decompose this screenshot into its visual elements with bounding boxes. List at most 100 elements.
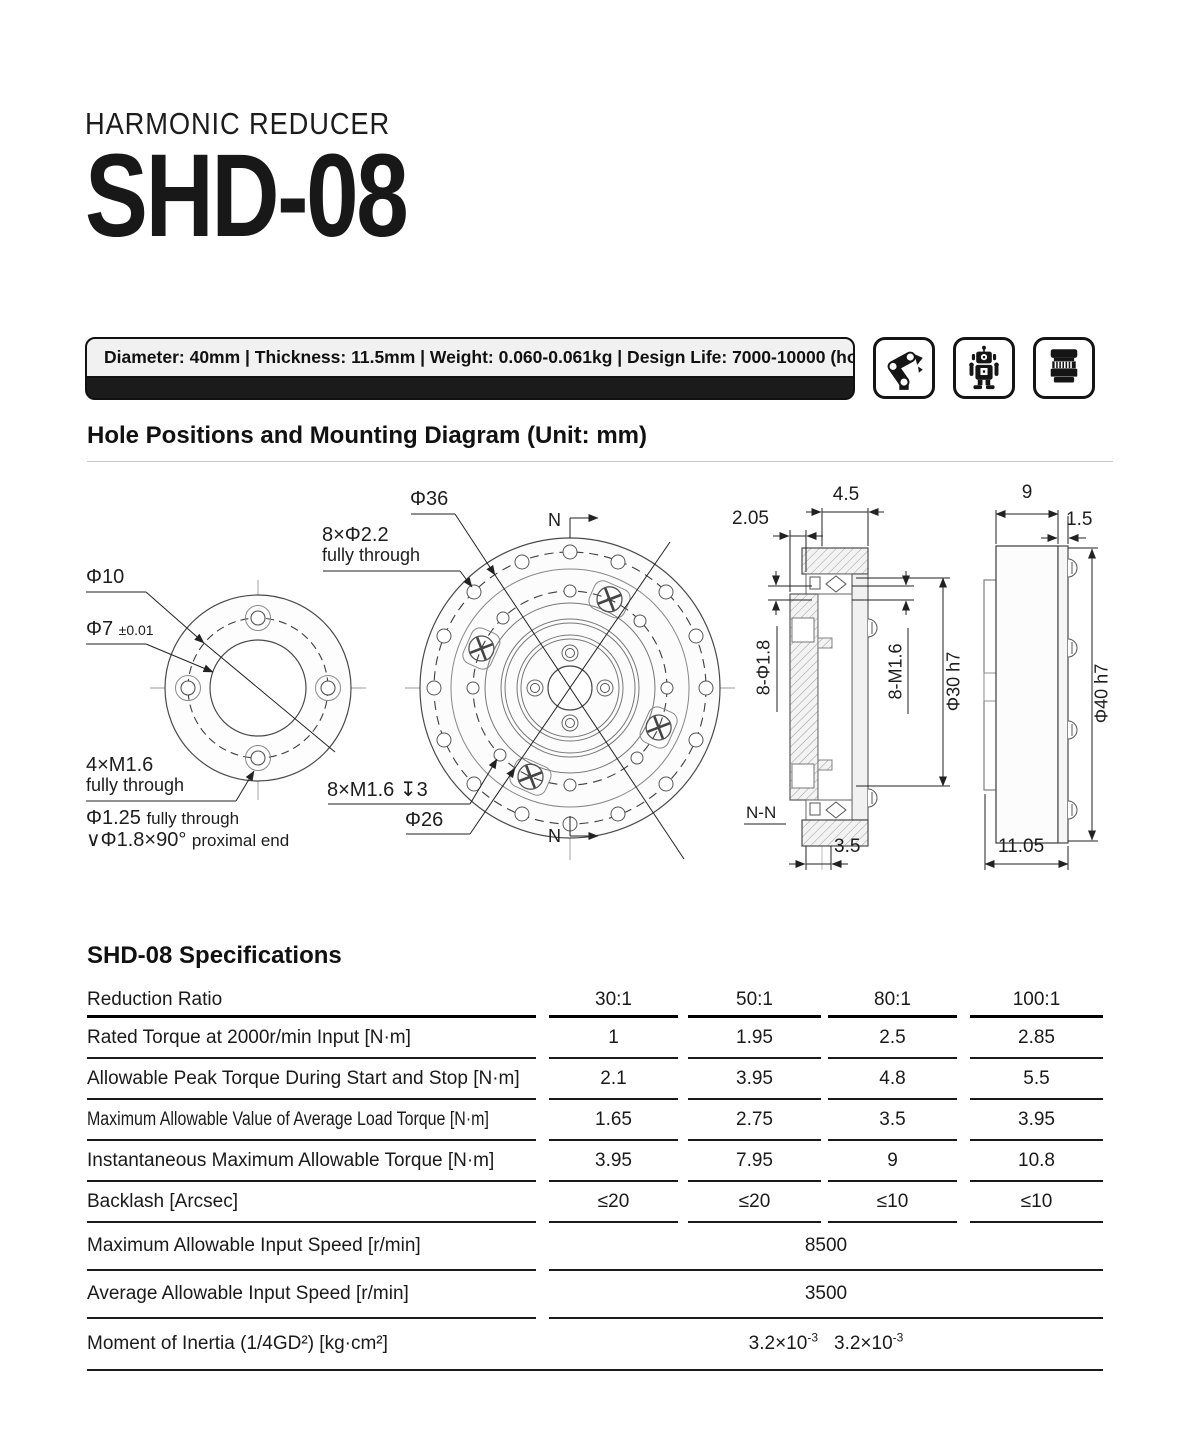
dim-11-05: 11.05 [998, 836, 1045, 857]
dim-8-m16: 8-M1.6 [885, 643, 906, 700]
table-row-avg-load-torque: Maximum Allowable Value of Average Load … [87, 1100, 1103, 1141]
mounting-diagram: Φ10 Φ7 ±0.01 4×M1.6 fully through Φ1.25 … [0, 468, 1200, 908]
dim-phi125: Φ1.25 fully through [86, 807, 239, 829]
inertia-value: 3.2×10-3 [748, 1330, 818, 1355]
diagram-section-title: Hole Positions and Mounting Diagram (Uni… [87, 422, 647, 449]
dim-8xphi22: 8×Φ2.2 fully through [322, 524, 420, 566]
cell: 9 [828, 1141, 957, 1182]
spec-banner-black-bar [87, 378, 853, 398]
dim-phi30h7: Φ30 h7 [943, 651, 964, 712]
dim-phi7: Φ7 ±0.01 [86, 618, 154, 640]
dim-4xm16: 4×M1.6 fully through [86, 754, 184, 796]
inertia-exponent: -3 [892, 1330, 904, 1345]
section-mark-n-bottom: N [548, 826, 561, 846]
table-row-backlash: Backlash [Arcsec] ≤20 ≤20 ≤10 ≤10 [87, 1182, 1103, 1223]
row-label: Instantaneous Maximum Allowable Torque [… [87, 1141, 536, 1182]
cell: 1.65 [549, 1100, 678, 1141]
product-category: HARMONIC REDUCER [85, 106, 391, 141]
dim-phi26: Φ26 [405, 809, 444, 831]
spec-banner-text-strip: Diameter: 40mm | Thickness: 11.5mm | Wei… [87, 339, 853, 378]
cell: 10.8 [970, 1141, 1103, 1182]
inertia-base: 3.2×10 [748, 1333, 808, 1354]
robot-arm-icon [873, 337, 935, 399]
ratio-30: 30:1 [549, 985, 678, 1018]
cell: 5.5 [970, 1059, 1103, 1100]
cell: ≤20 [549, 1182, 678, 1223]
section-mark-n-top: N [548, 510, 561, 530]
cell: 3.5 [828, 1100, 957, 1141]
dim-8xphi22-value: 8×Φ2.2 [322, 524, 389, 546]
cell: 3.95 [549, 1141, 678, 1182]
dim-4xm16-value: 4×M1.6 [86, 754, 154, 776]
row-label: Maximum Allowable Input Speed [r/min] [87, 1223, 536, 1271]
cell: 1 [549, 1018, 678, 1059]
banner-row: Diameter: 40mm | Thickness: 11.5mm | Wei… [85, 337, 1095, 400]
table-header-row: Reduction Ratio 30:1 50:1 80:1 100:1 [87, 985, 1103, 1018]
cell: 2.5 [828, 1018, 957, 1059]
cell-span: 3500 [549, 1271, 1103, 1319]
row-label: Maximum Allowable Value of Average Load … [87, 1100, 536, 1141]
inertia-value: 3.2×10-3 [834, 1330, 904, 1355]
cell: 2.75 [688, 1100, 821, 1141]
row-label: Allowable Peak Torque During Start and S… [87, 1059, 536, 1100]
dim-9: 9 [1021, 482, 1033, 503]
dim-phi125-value: Φ1.25 [86, 807, 141, 829]
robot-icon [953, 337, 1015, 399]
dim-phi40h7: Φ40 h7 [1091, 663, 1112, 724]
row-label: Average Allowable Input Speed [r/min] [87, 1271, 536, 1319]
dim-3-5: 3.5 [834, 836, 861, 857]
dim-phi7-tolerance: ±0.01 [118, 622, 154, 638]
dim-countersink-value: ∨Φ1.8×90° [86, 829, 187, 851]
dim-1-5: 1.5 [1066, 509, 1093, 530]
cell: ≤10 [828, 1182, 957, 1223]
ratio-80: 80:1 [828, 985, 957, 1018]
cell: 1.95 [688, 1018, 821, 1059]
dim-phi125-note: fully through [146, 809, 240, 828]
table-row-max-input-speed: Maximum Allowable Input Speed [r/min] 85… [87, 1223, 1103, 1271]
dim-8xphi22-note: fully through [322, 545, 421, 565]
cell: 3.95 [688, 1059, 821, 1100]
cell: 4.8 [828, 1059, 957, 1100]
dim-8-phi18: 8-Φ1.8 [753, 639, 774, 696]
dim-4xm16-note: fully through [86, 775, 185, 795]
row-label: Moment of Inertia (1/4GD²) [kg·cm²] [87, 1333, 388, 1354]
row-label: Rated Torque at 2000r/min Input [N·m] [87, 1018, 536, 1059]
dim-countersink: ∨Φ1.8×90° proximal end [86, 829, 289, 851]
table-row-avg-input-speed: Average Allowable Input Speed [r/min] 35… [87, 1271, 1103, 1319]
specs-section-title: SHD-08 Specifications [87, 942, 342, 969]
dim-phi36: Φ36 [410, 488, 449, 510]
specs-table: Reduction Ratio 30:1 50:1 80:1 100:1 Rat… [87, 985, 1103, 1371]
cell: ≤10 [970, 1182, 1103, 1223]
row-label: Backlash [Arcsec] [87, 1182, 536, 1223]
product-header: HARMONIC REDUCER SHD-08 [85, 106, 487, 262]
cell-span: 8500 [549, 1223, 1103, 1271]
ratio-100: 100:1 [970, 985, 1103, 1018]
dim-phi7-value: Φ7 [86, 618, 114, 640]
table-row-moment-of-inertia: Moment of Inertia (1/4GD²) [kg·cm²] 3.2×… [87, 1319, 1103, 1371]
inertia-base: 3.2×10 [834, 1333, 893, 1354]
dim-countersink-note: proximal end [191, 831, 290, 850]
table-row-instantaneous-torque: Instantaneous Maximum Allowable Torque [… [87, 1141, 1103, 1182]
spec-banner-text: Diameter: 40mm | Thickness: 11.5mm | Wei… [104, 347, 855, 367]
cell: 2.85 [970, 1018, 1103, 1059]
spec-banner: Diameter: 40mm | Thickness: 11.5mm | Wei… [85, 337, 855, 400]
inertia-exponent: -3 [807, 1330, 818, 1345]
cell: 2.1 [549, 1059, 678, 1100]
header-label: Reduction Ratio [87, 985, 536, 1018]
dim-4-5: 4.5 [832, 484, 860, 505]
cell: 3.95 [970, 1100, 1103, 1141]
table-row-rated-torque: Rated Torque at 2000r/min Input [N·m] 1 … [87, 1018, 1103, 1059]
lens-icon [1033, 337, 1095, 399]
dim-phi10: Φ10 [86, 566, 125, 588]
cell-span: 3.2×10-3 3.2×10-3 [549, 1319, 1103, 1369]
product-model: SHD-08 [85, 130, 409, 262]
section-divider [87, 461, 1113, 462]
dim-8xm16: 8×M1.6 ↧3 [327, 779, 428, 801]
section-name-nn: N-N [746, 803, 777, 822]
table-row-peak-torque: Allowable Peak Torque During Start and S… [87, 1059, 1103, 1100]
ratio-50: 50:1 [688, 985, 821, 1018]
dim-2-05: 2.05 [732, 508, 769, 529]
row-label-text: Maximum Allowable Value of Average Load … [87, 1108, 489, 1130]
cell: 7.95 [688, 1141, 821, 1182]
